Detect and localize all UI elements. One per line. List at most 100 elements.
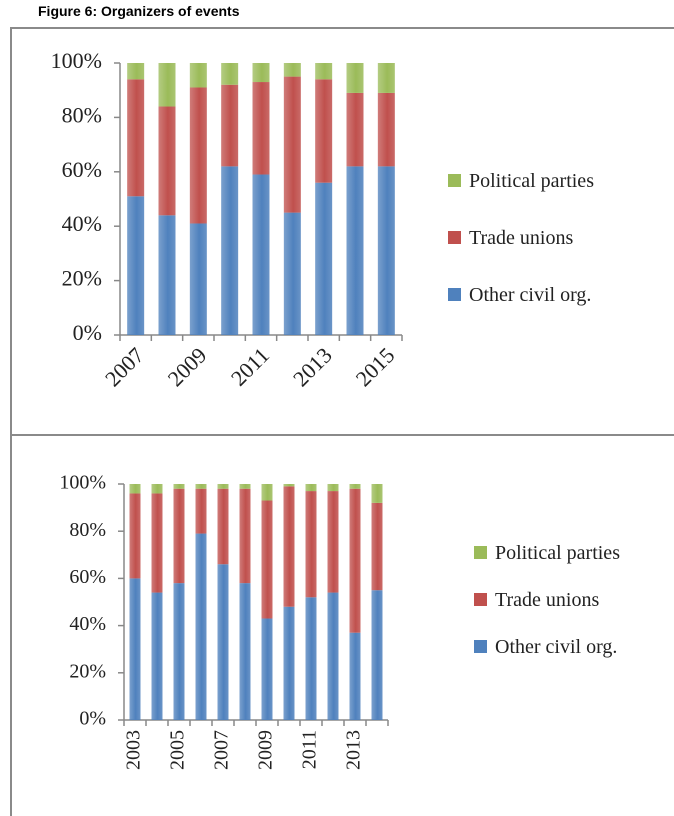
bar-segment bbox=[252, 174, 270, 335]
y-tick-label: 100% bbox=[59, 472, 106, 494]
x-tick-label: 2013 bbox=[288, 342, 337, 391]
bar-segment bbox=[151, 493, 163, 593]
bar-segment bbox=[283, 606, 295, 720]
bar-segment bbox=[221, 84, 239, 167]
bar-segment bbox=[305, 597, 317, 720]
bar-segment bbox=[239, 488, 251, 584]
bar-segment bbox=[371, 502, 383, 591]
bar-segment bbox=[283, 63, 301, 77]
bar-segment bbox=[346, 166, 364, 335]
bar-segment bbox=[261, 618, 273, 720]
y-tick-label: 0% bbox=[79, 708, 106, 730]
chart: 0% 20% 40% 60% 80% 100% 2003 2005 2007 2009 2011 20… bbox=[59, 472, 389, 770]
bar-segment bbox=[371, 590, 383, 720]
bar-segment bbox=[283, 212, 301, 335]
y-tick-label: 40% bbox=[69, 613, 106, 635]
y-tick-label: 0% bbox=[73, 320, 102, 345]
bar-segment bbox=[221, 166, 239, 335]
legend-item: Other civil org. bbox=[448, 282, 668, 309]
x-tick-label: 2011 bbox=[226, 342, 274, 390]
bar-segment bbox=[327, 592, 339, 720]
bar-segment bbox=[327, 491, 339, 593]
bar-segment bbox=[239, 583, 251, 720]
bar-segment bbox=[377, 92, 395, 167]
bar-segment bbox=[349, 484, 361, 489]
bar-segment bbox=[173, 583, 185, 720]
legend-swatch bbox=[448, 174, 461, 187]
bar-segment bbox=[217, 488, 229, 565]
x-tick-label: 2009 bbox=[163, 342, 212, 391]
legend-swatch bbox=[474, 593, 487, 606]
chart: 0% 20% 40% 60% 80% 100% 2007 2009 2011 2013 2015 bbox=[51, 48, 403, 391]
legend-item: Trade unions bbox=[474, 587, 649, 614]
bar-segment bbox=[283, 76, 301, 213]
legend-swatch bbox=[448, 231, 461, 244]
legend-label: Other civil org. bbox=[495, 636, 618, 658]
legend-swatch bbox=[474, 546, 487, 559]
bar-segment bbox=[151, 484, 163, 494]
bar-segment bbox=[305, 491, 317, 598]
bar-segment bbox=[315, 182, 333, 335]
y-tick-label: 40% bbox=[62, 211, 102, 236]
bar-segment bbox=[158, 215, 176, 335]
legend-swatch bbox=[448, 288, 461, 301]
bar-segment bbox=[221, 63, 239, 85]
bar-segment bbox=[371, 484, 383, 503]
bar-segment bbox=[151, 592, 163, 720]
y-tick-label: 100% bbox=[51, 48, 102, 73]
bar-segment bbox=[315, 63, 333, 80]
frame bbox=[10, 27, 674, 816]
y-tick-label: 20% bbox=[69, 660, 106, 682]
y-tick-label: 80% bbox=[69, 519, 106, 541]
x-tick-label: 2015 bbox=[351, 342, 400, 391]
bar-segment bbox=[349, 632, 361, 720]
bar-segment bbox=[377, 63, 395, 93]
legend: Political parties Trade unions Other civil… bbox=[448, 168, 668, 309]
bar-segment bbox=[239, 484, 251, 489]
figure-title: Figure 6: Organizers of events bbox=[38, 3, 240, 19]
bar-segment bbox=[189, 63, 207, 88]
bar-segment bbox=[377, 166, 395, 335]
bar-segment bbox=[189, 87, 207, 224]
bar-segment bbox=[195, 533, 207, 720]
bar-segment bbox=[261, 484, 273, 501]
x-tick-label: 2003 bbox=[123, 730, 145, 770]
legend: Political parties Trade unions Other civil… bbox=[474, 540, 649, 661]
x-tick-label: 2007 bbox=[100, 342, 149, 391]
y-tick-label: 20% bbox=[62, 266, 102, 291]
legend-swatch bbox=[474, 640, 487, 653]
x-tick-label: 2009 bbox=[255, 730, 277, 770]
bar-segment bbox=[195, 484, 207, 489]
legend-label: Trade unions bbox=[495, 589, 600, 611]
bar-segment bbox=[158, 106, 176, 216]
divider bbox=[10, 434, 674, 436]
x-tick-label: 2005 bbox=[167, 730, 189, 770]
bar-segment bbox=[173, 484, 185, 489]
bar-segment bbox=[129, 484, 141, 494]
legend-label: Other civil org. bbox=[469, 284, 592, 306]
bar-segment bbox=[173, 488, 185, 584]
legend-item: Political parties bbox=[474, 540, 649, 567]
bar-segment bbox=[305, 484, 317, 492]
bar-segment bbox=[283, 486, 295, 607]
bar-segment bbox=[346, 63, 364, 93]
bar-segment bbox=[252, 82, 270, 175]
x-tick-label: 2007 bbox=[211, 730, 233, 770]
bar-segment bbox=[127, 63, 145, 80]
legend-item: Other civil org. bbox=[474, 634, 649, 661]
bar-segment bbox=[189, 223, 207, 335]
legend-item: Trade unions bbox=[448, 225, 668, 252]
bar-segment bbox=[346, 92, 364, 167]
legend-item: Political parties bbox=[448, 168, 668, 195]
legend-label: Trade unions bbox=[469, 227, 574, 249]
bar-segment bbox=[327, 484, 339, 492]
bar-segment bbox=[127, 79, 145, 197]
bar-segment bbox=[261, 500, 273, 619]
x-tick-label: 2011 bbox=[299, 730, 321, 769]
bar-segment bbox=[252, 63, 270, 83]
y-tick-label: 60% bbox=[69, 566, 106, 588]
bar-segment bbox=[195, 488, 207, 534]
bar-segment bbox=[129, 578, 141, 720]
bar-segment bbox=[127, 196, 145, 335]
